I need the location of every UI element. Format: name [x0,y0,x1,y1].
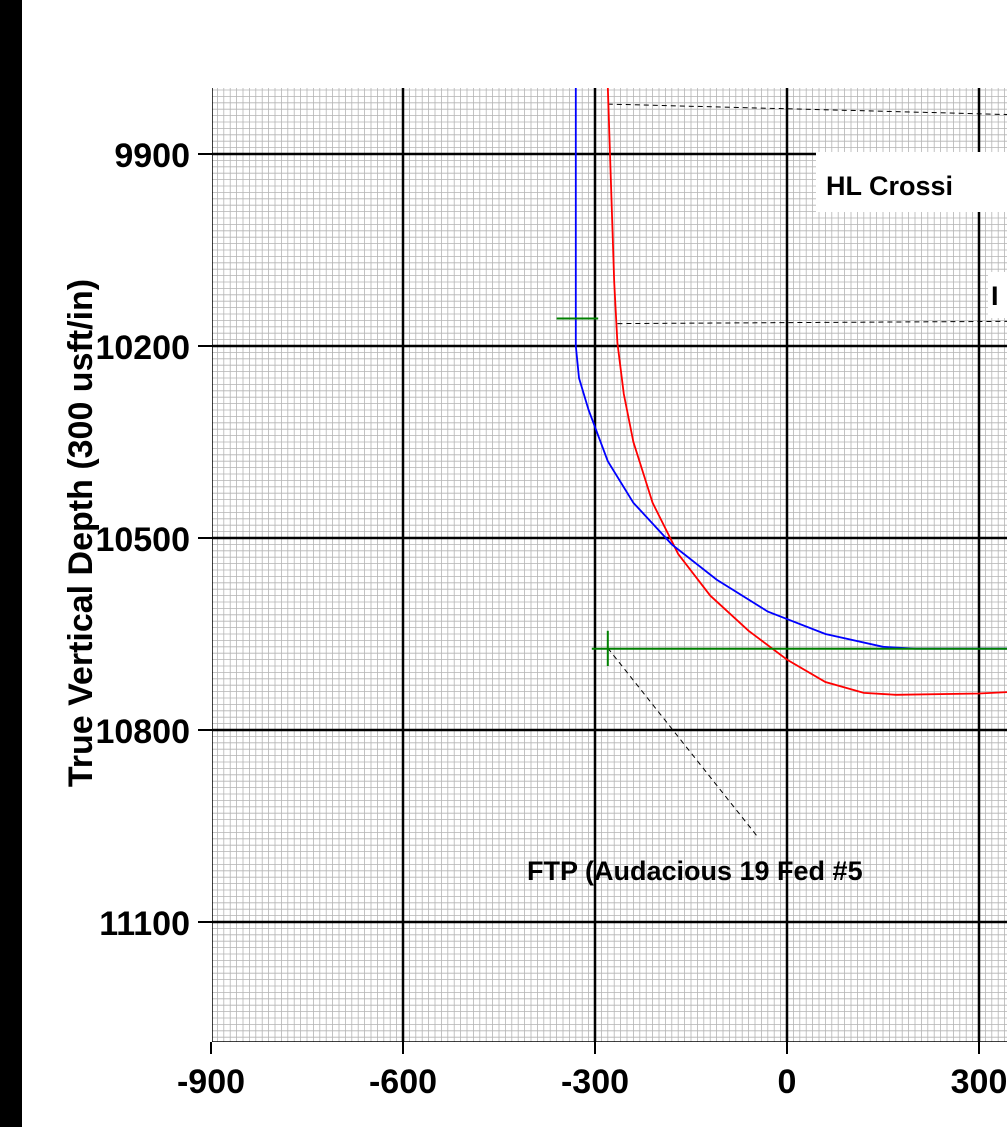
annotation-leaders [607,103,1007,838]
plot-area [198,88,1007,1054]
axis-tick-marks [198,153,980,1054]
y-tick-label: 10500 [95,521,190,559]
annotation-box [988,272,1007,318]
annotation-label: HL Crossi [826,171,953,201]
x-tick-label: -900 [177,1063,245,1101]
x-tick-label: 0 [778,1063,797,1101]
left-border-bar [0,0,22,1127]
annotation-label: I [991,281,999,311]
annotation-leader-line [607,103,1007,116]
y-tick-label: 9900 [114,137,190,175]
annotation-hl-crossing: HL Crossi [816,152,1007,212]
y-tick-label: 11100 [99,905,190,943]
plot-background [212,88,1007,1042]
annotation-label: FTP (Audacious 19 Fed #5 [527,856,863,886]
annotation-box [816,152,1007,212]
marker-layer [556,317,1007,666]
x-tick-label: -300 [561,1063,629,1101]
series-1-line [606,88,1007,696]
series-2-line [574,88,1007,650]
y-tick-label: 10200 [95,329,190,367]
y-axis-title: True Vertical Depth (300 usft/in) [62,279,100,787]
x-tick-label: 300 [951,1063,1007,1101]
annotation-second: I [988,272,1007,318]
annotation-leader-line [607,647,759,838]
y-tick-label: 10800 [95,713,190,751]
x-tick-label: -600 [369,1063,437,1101]
annotation-ftp: FTP (Audacious 19 Fed #5 [527,856,863,886]
series-layer [574,88,1007,696]
y-tick-labels: 9900 10200 10500 10800 11100 [95,137,190,943]
x-tick-labels: -900 -600 -300 0 300 [177,1063,1007,1101]
annotation-leader-line [617,320,1007,325]
